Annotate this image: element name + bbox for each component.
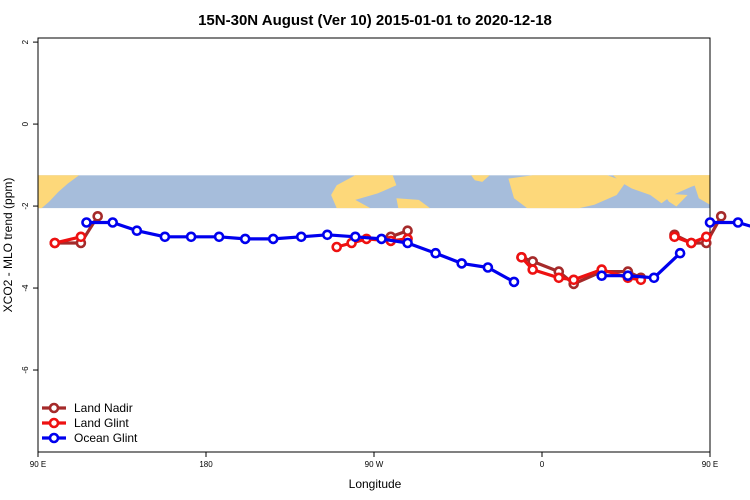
data-point bbox=[331, 241, 343, 253]
series-layer bbox=[49, 211, 750, 290]
data-point bbox=[516, 251, 527, 263]
legend-item: Ocean Glint bbox=[42, 431, 138, 445]
map-land-2 bbox=[396, 198, 430, 209]
legend-label: Land Nadir bbox=[74, 401, 133, 415]
data-point bbox=[568, 274, 580, 286]
data-point bbox=[349, 231, 361, 243]
y-tick-label: -6 bbox=[21, 366, 30, 374]
data-point bbox=[159, 231, 171, 243]
data-point bbox=[402, 237, 413, 249]
y-tick-label: 2 bbox=[21, 39, 30, 44]
y-tick-label: -4 bbox=[21, 284, 30, 292]
legend-marker bbox=[48, 417, 60, 429]
data-point bbox=[295, 231, 307, 243]
data-point bbox=[81, 217, 92, 228]
data-point bbox=[456, 258, 468, 269]
legend-marker bbox=[48, 402, 60, 414]
data-point bbox=[674, 247, 686, 259]
x-tick-label: 90 W bbox=[365, 460, 384, 469]
map-land-4 bbox=[508, 175, 626, 209]
map-land-0 bbox=[38, 175, 80, 209]
data-point bbox=[622, 270, 634, 282]
data-point bbox=[685, 237, 697, 249]
data-point bbox=[508, 276, 520, 288]
data-point bbox=[704, 217, 716, 228]
x-tick-label: 180 bbox=[199, 460, 213, 469]
data-point bbox=[75, 231, 87, 243]
data-point bbox=[107, 217, 118, 228]
data-point bbox=[732, 217, 744, 228]
data-point bbox=[376, 233, 387, 245]
data-point bbox=[213, 231, 225, 243]
data-point bbox=[131, 225, 143, 236]
data-point bbox=[700, 231, 712, 243]
data-point bbox=[92, 211, 103, 222]
series-line bbox=[710, 220, 750, 228]
data-point bbox=[669, 231, 680, 243]
data-point bbox=[482, 262, 494, 273]
x-tick-label: 90 E bbox=[702, 460, 718, 469]
data-point bbox=[239, 233, 251, 245]
x-axis-label: Longitude bbox=[349, 477, 402, 491]
x-tick-label: 90 E bbox=[30, 460, 46, 469]
data-point bbox=[596, 270, 608, 282]
x-tick-label: 0 bbox=[540, 460, 545, 469]
y-axis-label: XCO2 - MLO trend (ppm) bbox=[1, 178, 15, 313]
data-point bbox=[267, 233, 279, 245]
data-point bbox=[49, 237, 61, 249]
data-point bbox=[430, 247, 441, 259]
map-land-7 bbox=[691, 175, 710, 205]
map-land-5 bbox=[612, 175, 710, 204]
chart-title: 15N-30N August (Ver 10) 2015-01-01 to 20… bbox=[198, 12, 552, 29]
y-tick-label: -2 bbox=[21, 202, 30, 210]
legend-item: Land Nadir bbox=[42, 401, 133, 415]
data-point bbox=[648, 272, 660, 284]
world-map-strip bbox=[38, 175, 710, 209]
data-point bbox=[715, 211, 727, 222]
data-point bbox=[321, 229, 333, 241]
map-land-1 bbox=[331, 175, 397, 209]
series-line bbox=[601, 252, 682, 280]
legend-label: Land Glint bbox=[74, 416, 129, 430]
y-tick-label: 0 bbox=[21, 121, 30, 126]
legend-item: Land Glint bbox=[42, 416, 129, 430]
map-land-6 bbox=[663, 193, 688, 207]
data-point bbox=[527, 264, 539, 275]
map-land-3 bbox=[471, 175, 490, 182]
data-point bbox=[402, 225, 413, 236]
data-point bbox=[185, 231, 197, 243]
series-ocean-glint bbox=[81, 217, 750, 288]
data-point bbox=[553, 272, 565, 284]
legend-marker bbox=[48, 432, 60, 444]
legend-label: Ocean Glint bbox=[74, 431, 138, 445]
